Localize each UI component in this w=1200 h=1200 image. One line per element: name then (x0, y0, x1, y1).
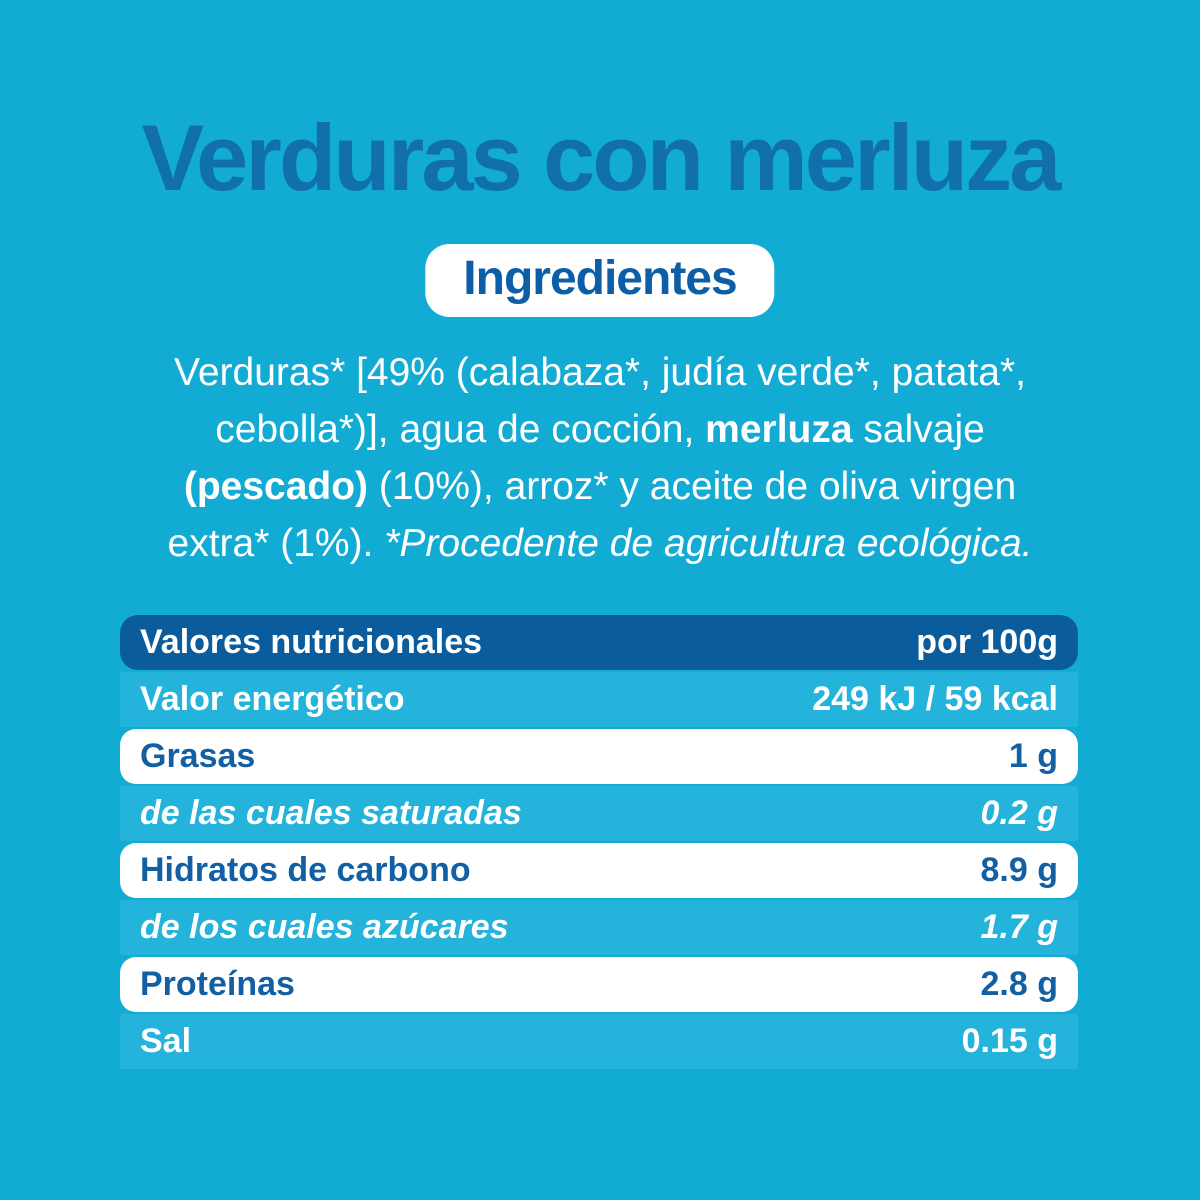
nutrition-header-unit: por 100g (916, 623, 1058, 661)
row-label: Hidratos de carbono (140, 851, 471, 889)
row-label: Valor energético (140, 680, 405, 718)
table-row-sugars: de los cuales azúcares 1.7 g (120, 900, 1078, 955)
nutrition-table: Valores nutricionales por 100g Valor ene… (120, 615, 1078, 1069)
row-value: 0.2 g (980, 794, 1058, 832)
ingredients-line-2: cebolla*)], agua de cocción, merluza sal… (100, 401, 1100, 458)
row-value: 249 kJ / 59 kcal (812, 680, 1058, 718)
ingredients-pill: Ingredientes (425, 244, 775, 317)
row-value: 1 g (1008, 737, 1058, 775)
table-row-salt: Sal 0.15 g (120, 1014, 1078, 1069)
product-title: Verduras con merluza (141, 105, 1062, 210)
ingredients-line-3: (pescado) (10%), arroz* y aceite de oliv… (100, 458, 1100, 515)
row-label: Grasas (140, 737, 256, 775)
table-row-fat: Grasas 1 g (120, 729, 1078, 784)
row-value: 2.8 g (980, 965, 1058, 1003)
ingredients-segment: (pescado) (183, 465, 369, 508)
ingredients-paragraph: Verduras* [49% (calabaza*, judía verde*,… (100, 344, 1100, 572)
ingredients-segment: (10%), arroz* y aceite de oliva virgen (368, 465, 1017, 508)
table-row-energy: Valor energético 249 kJ / 59 kcal (120, 672, 1078, 727)
nutrition-header-label: Valores nutricionales (140, 623, 483, 661)
row-value: 1.7 g (980, 908, 1058, 946)
row-label: Sal (140, 1022, 192, 1060)
ingredients-segment: merluza (705, 408, 853, 451)
nutrition-table-header-row: Valores nutricionales por 100g (120, 615, 1078, 670)
row-label: de los cuales azúcares (140, 908, 509, 946)
ingredients-segment: *Procedente de agricultura ecológica. (384, 522, 1033, 565)
row-label: de las cuales saturadas (140, 794, 522, 832)
table-row-saturated-fat: de las cuales saturadas 0.2 g (120, 786, 1078, 841)
table-row-protein: Proteínas 2.8 g (120, 957, 1078, 1012)
ingredients-line-4: extra* (1%). *Procedente de agricultura … (100, 515, 1100, 572)
ingredients-segment: salvaje (852, 408, 985, 451)
ingredients-segment: extra* (1%). (167, 522, 385, 565)
row-value: 8.9 g (980, 851, 1058, 889)
table-row-carbohydrates: Hidratos de carbono 8.9 g (120, 843, 1078, 898)
row-label: Proteínas (140, 965, 295, 1003)
row-value: 0.15 g (961, 1022, 1058, 1060)
ingredients-pill-label: Ingredientes (463, 252, 737, 305)
ingredients-line-1: Verduras* [49% (calabaza*, judía verde*,… (100, 344, 1100, 401)
ingredients-segment: cebolla*)], agua de cocción, (215, 408, 706, 451)
ingredients-segment: Verduras* [49% (calabaza*, judía verde*,… (173, 351, 1027, 394)
